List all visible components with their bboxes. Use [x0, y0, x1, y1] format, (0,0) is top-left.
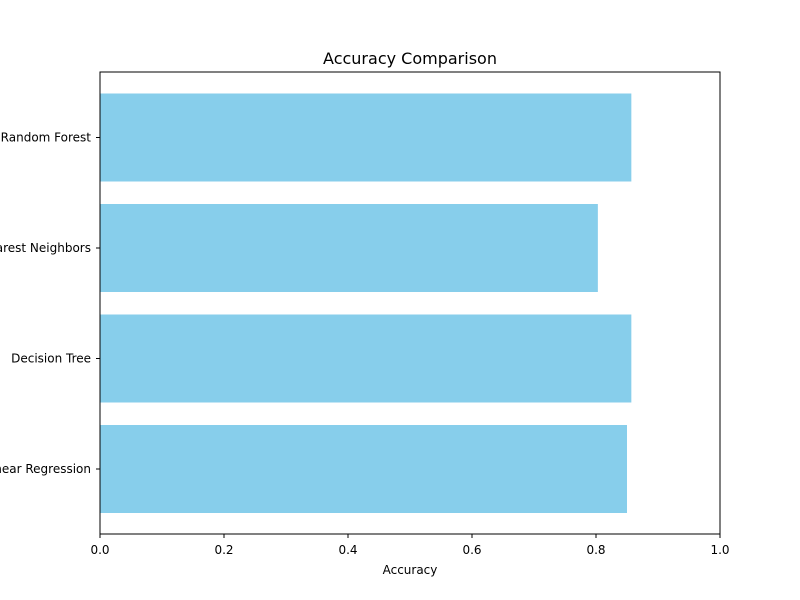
bar	[100, 204, 598, 292]
y-axis-ticks: Linear Regression Decision Tree K-Nearest …	[0, 131, 100, 476]
bars-layer	[100, 93, 632, 513]
y-tick-label: Decision Tree	[11, 352, 91, 366]
bar	[100, 425, 627, 513]
bar	[100, 93, 632, 182]
x-tick-label: 0.2	[214, 543, 233, 557]
y-tick-label: Linear Regression	[0, 462, 91, 476]
x-tick-label: 0.0	[90, 543, 109, 557]
x-axis-label: Accuracy	[383, 563, 438, 577]
y-tick-label: K-Nearest Neighbors	[0, 241, 91, 255]
bar	[100, 314, 632, 403]
x-tick-label: 0.6	[462, 543, 481, 557]
plot-frame	[99, 71, 721, 535]
x-tick-label: 0.8	[586, 543, 605, 557]
chart-title: Accuracy Comparison	[323, 49, 497, 68]
y-tick-label: Random Forest	[1, 131, 92, 145]
x-axis-ticks: 0.0 0.2 0.4 0.6 0.8 1.0	[90, 534, 730, 557]
x-tick-label: 0.4	[338, 543, 357, 557]
x-tick-label: 1.0	[710, 543, 729, 557]
